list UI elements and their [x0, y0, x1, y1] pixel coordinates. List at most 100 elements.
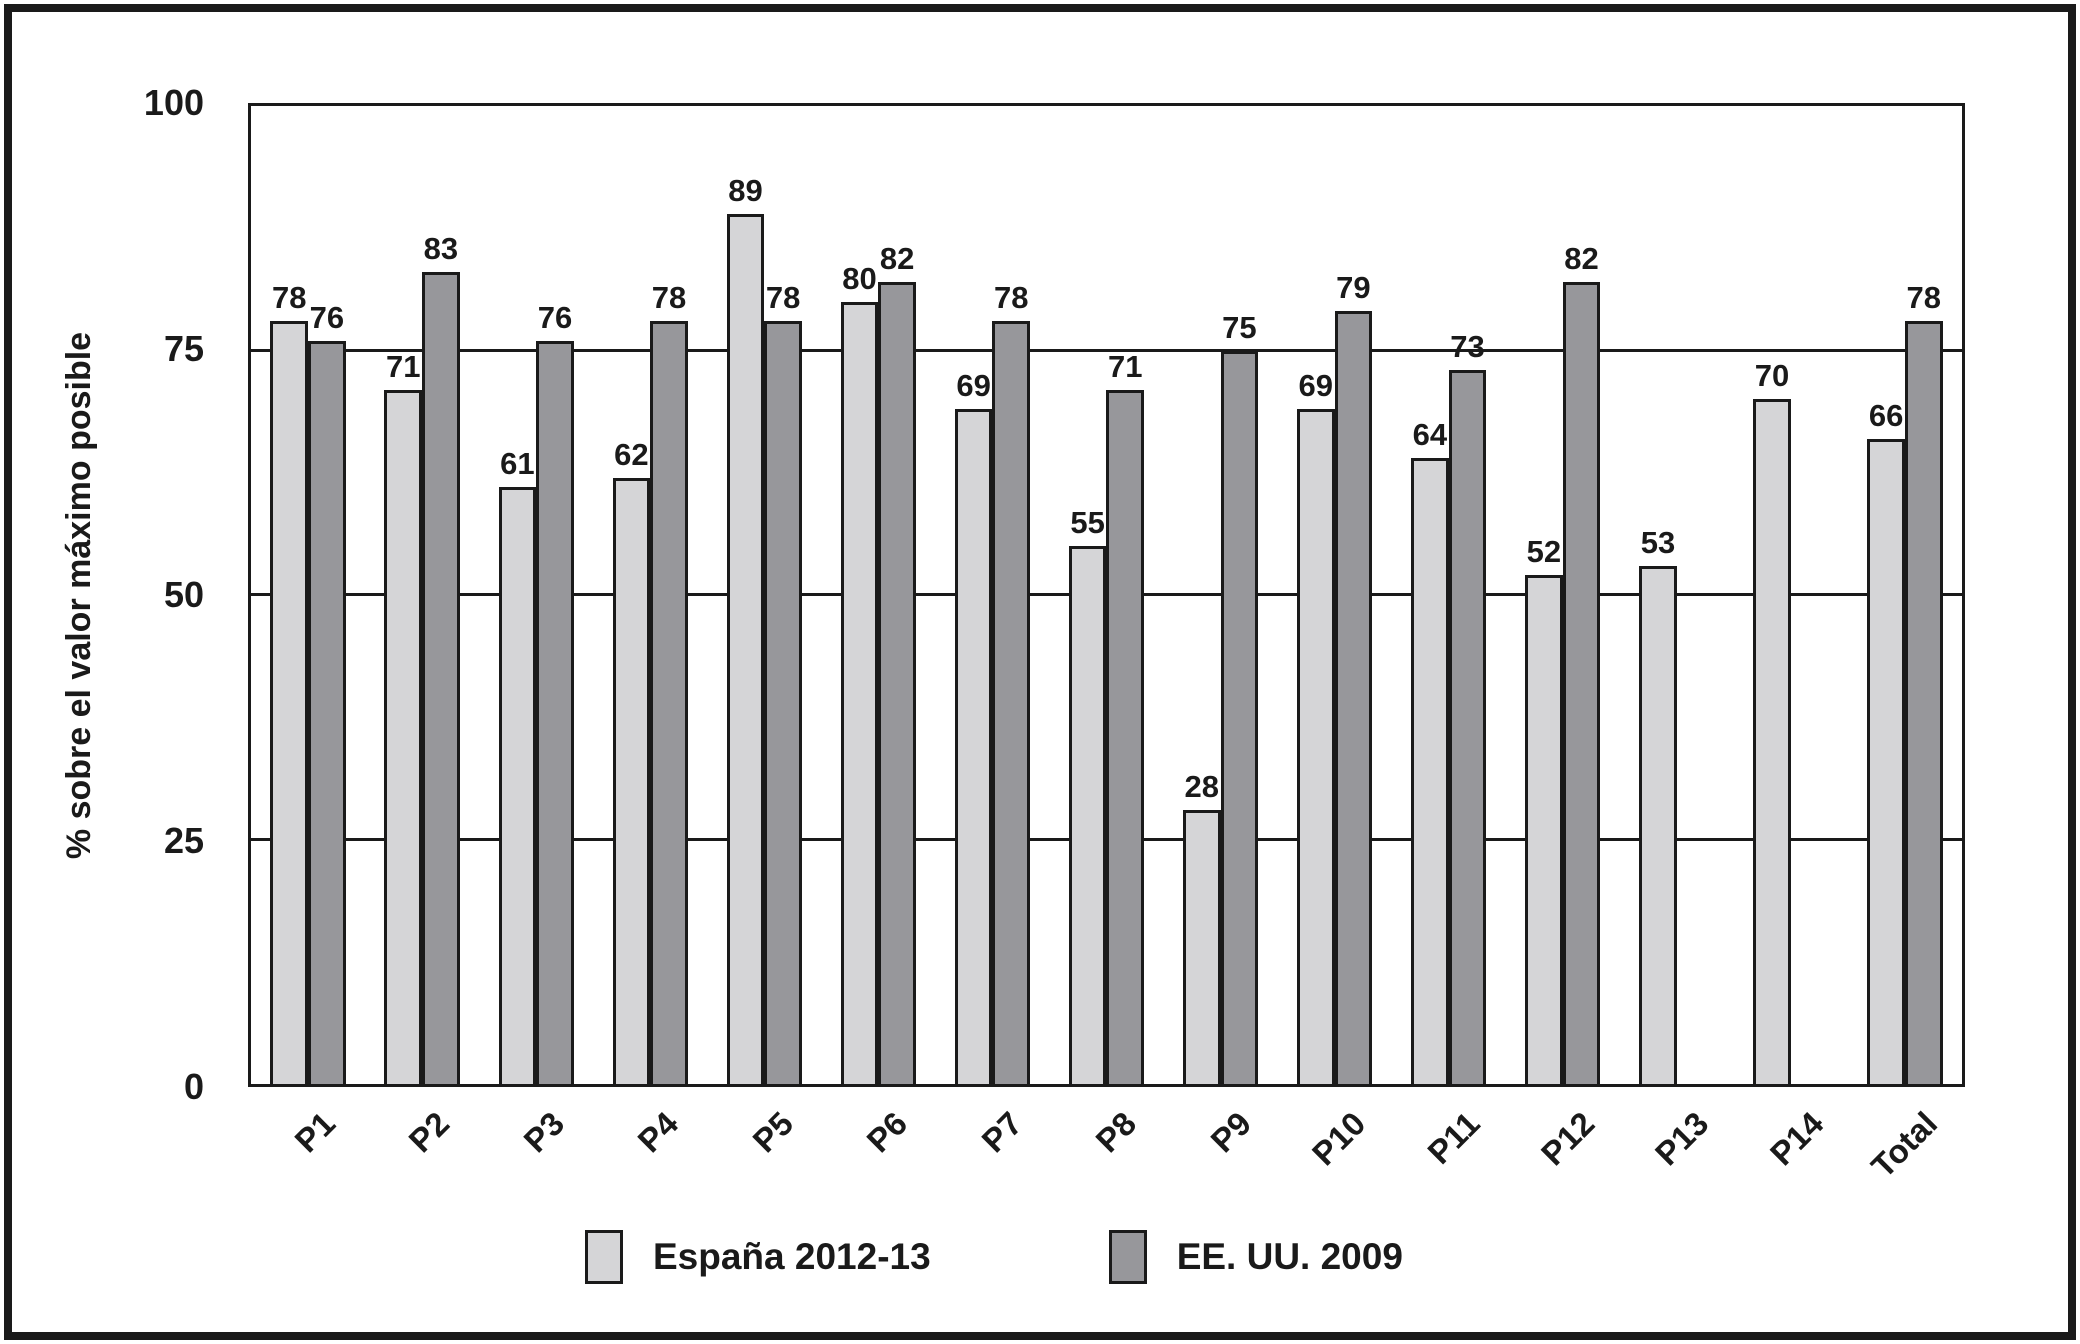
bar-groups: 78 76 71 83 61 76 62 78 89 78 80 82 69 78 55 71 28 75 69 79…	[251, 106, 1962, 1084]
bar-P5	[726, 213, 765, 1084]
bar-value-label: 62	[614, 436, 649, 472]
bar-slot	[1677, 106, 1715, 1084]
bar-slot: 78	[764, 106, 802, 1084]
legend: España 2012-13 EE. UU. 2009	[585, 1230, 1403, 1284]
bar-group-P13: 53	[1620, 106, 1734, 1084]
bar-P7	[954, 409, 993, 1084]
bar-value-label: 89	[728, 172, 763, 208]
bar-slot: 75	[1220, 106, 1259, 1084]
bar-group-P10: 69 79	[1278, 106, 1392, 1084]
bar-value-label: 76	[537, 299, 573, 335]
bar-slot: 53	[1639, 106, 1677, 1084]
bar-P9	[1220, 350, 1259, 1084]
x-label-Total: Total	[1864, 1104, 1945, 1185]
x-label-P3: P3	[516, 1104, 571, 1160]
bar-slot: 82	[878, 106, 916, 1084]
bar-P6	[840, 301, 879, 1084]
bar-slot: 78	[650, 106, 688, 1084]
bar-value-label: 82	[1564, 241, 1599, 277]
bar-slot: 28	[1182, 106, 1221, 1084]
bar-P12	[1525, 575, 1563, 1084]
bar-slot: 61	[498, 106, 537, 1084]
bar-value-label: 70	[1754, 358, 1790, 394]
bar-value-label: 73	[1450, 329, 1485, 365]
bar-slot: 64	[1411, 106, 1449, 1084]
bar-slot: 71	[1106, 106, 1145, 1084]
bar-value-label: 69	[956, 368, 991, 404]
bar-P11	[1448, 370, 1487, 1084]
y-tick-100: 100	[143, 82, 204, 123]
bar-slot: 76	[536, 106, 574, 1084]
bar-value-label: 71	[386, 348, 421, 384]
bar-slot: 89	[726, 106, 765, 1084]
x-axis-labels: P1 P2 P3 P4 P5 P6 P7 P8 P9 P10 P11 P12 P13 P14 Total	[248, 1090, 1965, 1220]
bar-slot: 76	[308, 106, 346, 1084]
y-tick-25: 25	[163, 820, 204, 861]
bar-slot: 79	[1334, 106, 1373, 1084]
bar-group-P2: 71 83	[365, 106, 479, 1084]
bar-P11	[1411, 458, 1449, 1084]
bar-P12	[1562, 282, 1601, 1084]
x-label-P2: P2	[401, 1104, 457, 1160]
legend-item-espana: España 2012-13	[585, 1230, 931, 1284]
x-label-P13: P13	[1647, 1104, 1716, 1173]
bar-P2	[422, 272, 460, 1084]
bar-value-label: 78	[765, 280, 801, 316]
legend-label-espana: España 2012-13	[653, 1236, 931, 1277]
bar-group-P9: 28 75	[1164, 106, 1278, 1084]
x-label-P10: P10	[1304, 1104, 1373, 1173]
bar-slot: 52	[1525, 106, 1563, 1084]
bar-slot: 69	[1296, 106, 1335, 1084]
bar-Total	[1867, 438, 1905, 1084]
bar-value-label: 69	[1298, 368, 1334, 404]
gridline-75	[251, 348, 1962, 352]
bar-slot: 69	[954, 106, 993, 1084]
x-label-P6: P6	[859, 1104, 915, 1160]
bar-slot: 78	[1904, 106, 1943, 1084]
x-label-P11: P11	[1420, 1104, 1487, 1171]
bar-value-label: 79	[1336, 270, 1371, 306]
bar-value-label: 78	[651, 280, 687, 316]
bar-slot: 83	[422, 106, 460, 1084]
x-label-P1: P1	[287, 1104, 342, 1160]
bar-P10	[1334, 311, 1373, 1084]
bar-P14	[1753, 399, 1791, 1084]
bar-P3	[498, 487, 537, 1084]
x-label-P12: P12	[1533, 1104, 1602, 1173]
bar-value-label: 66	[1868, 397, 1904, 433]
bar-group-P14: 70	[1734, 106, 1848, 1084]
bar-P7	[992, 321, 1031, 1084]
bar-P13	[1639, 565, 1677, 1084]
bar-group-P8: 55 71	[1049, 106, 1163, 1084]
x-label-P7: P7	[974, 1104, 1029, 1160]
bar-group-P7: 69 78	[935, 106, 1049, 1084]
bar-value-label: 52	[1526, 534, 1562, 570]
bar-value-label: 80	[842, 260, 877, 296]
bar-slot: 82	[1562, 106, 1601, 1084]
x-label-P4: P4	[630, 1104, 686, 1160]
bar-value-label: 78	[993, 280, 1029, 316]
bar-slot: 66	[1867, 106, 1905, 1084]
legend-label-eeuu: EE. UU. 2009	[1176, 1236, 1403, 1277]
espana-swatch-icon	[585, 1230, 623, 1284]
x-label-P8: P8	[1088, 1104, 1144, 1160]
y-tick-50: 50	[163, 574, 204, 615]
bar-P8	[1106, 389, 1145, 1084]
bar-slot: 73	[1448, 106, 1487, 1084]
bar-slot: 78	[270, 106, 309, 1084]
y-tick-0: 0	[183, 1066, 204, 1107]
bar-slot: 55	[1068, 106, 1107, 1084]
bar-value-label: 61	[500, 446, 535, 482]
bar-group-P6: 80 82	[821, 106, 935, 1084]
bar-P8	[1068, 546, 1107, 1084]
bar-value-label: 64	[1412, 417, 1448, 453]
bar-slot: 80	[840, 106, 879, 1084]
bar-P1	[270, 321, 309, 1084]
bar-slot	[1791, 106, 1829, 1084]
bar-group-Total: 66 78	[1848, 106, 1962, 1084]
bar-slot: 70	[1753, 106, 1791, 1084]
x-label-P9: P9	[1202, 1104, 1258, 1160]
bar-P4	[650, 321, 688, 1084]
bar-slot: 78	[992, 106, 1031, 1084]
